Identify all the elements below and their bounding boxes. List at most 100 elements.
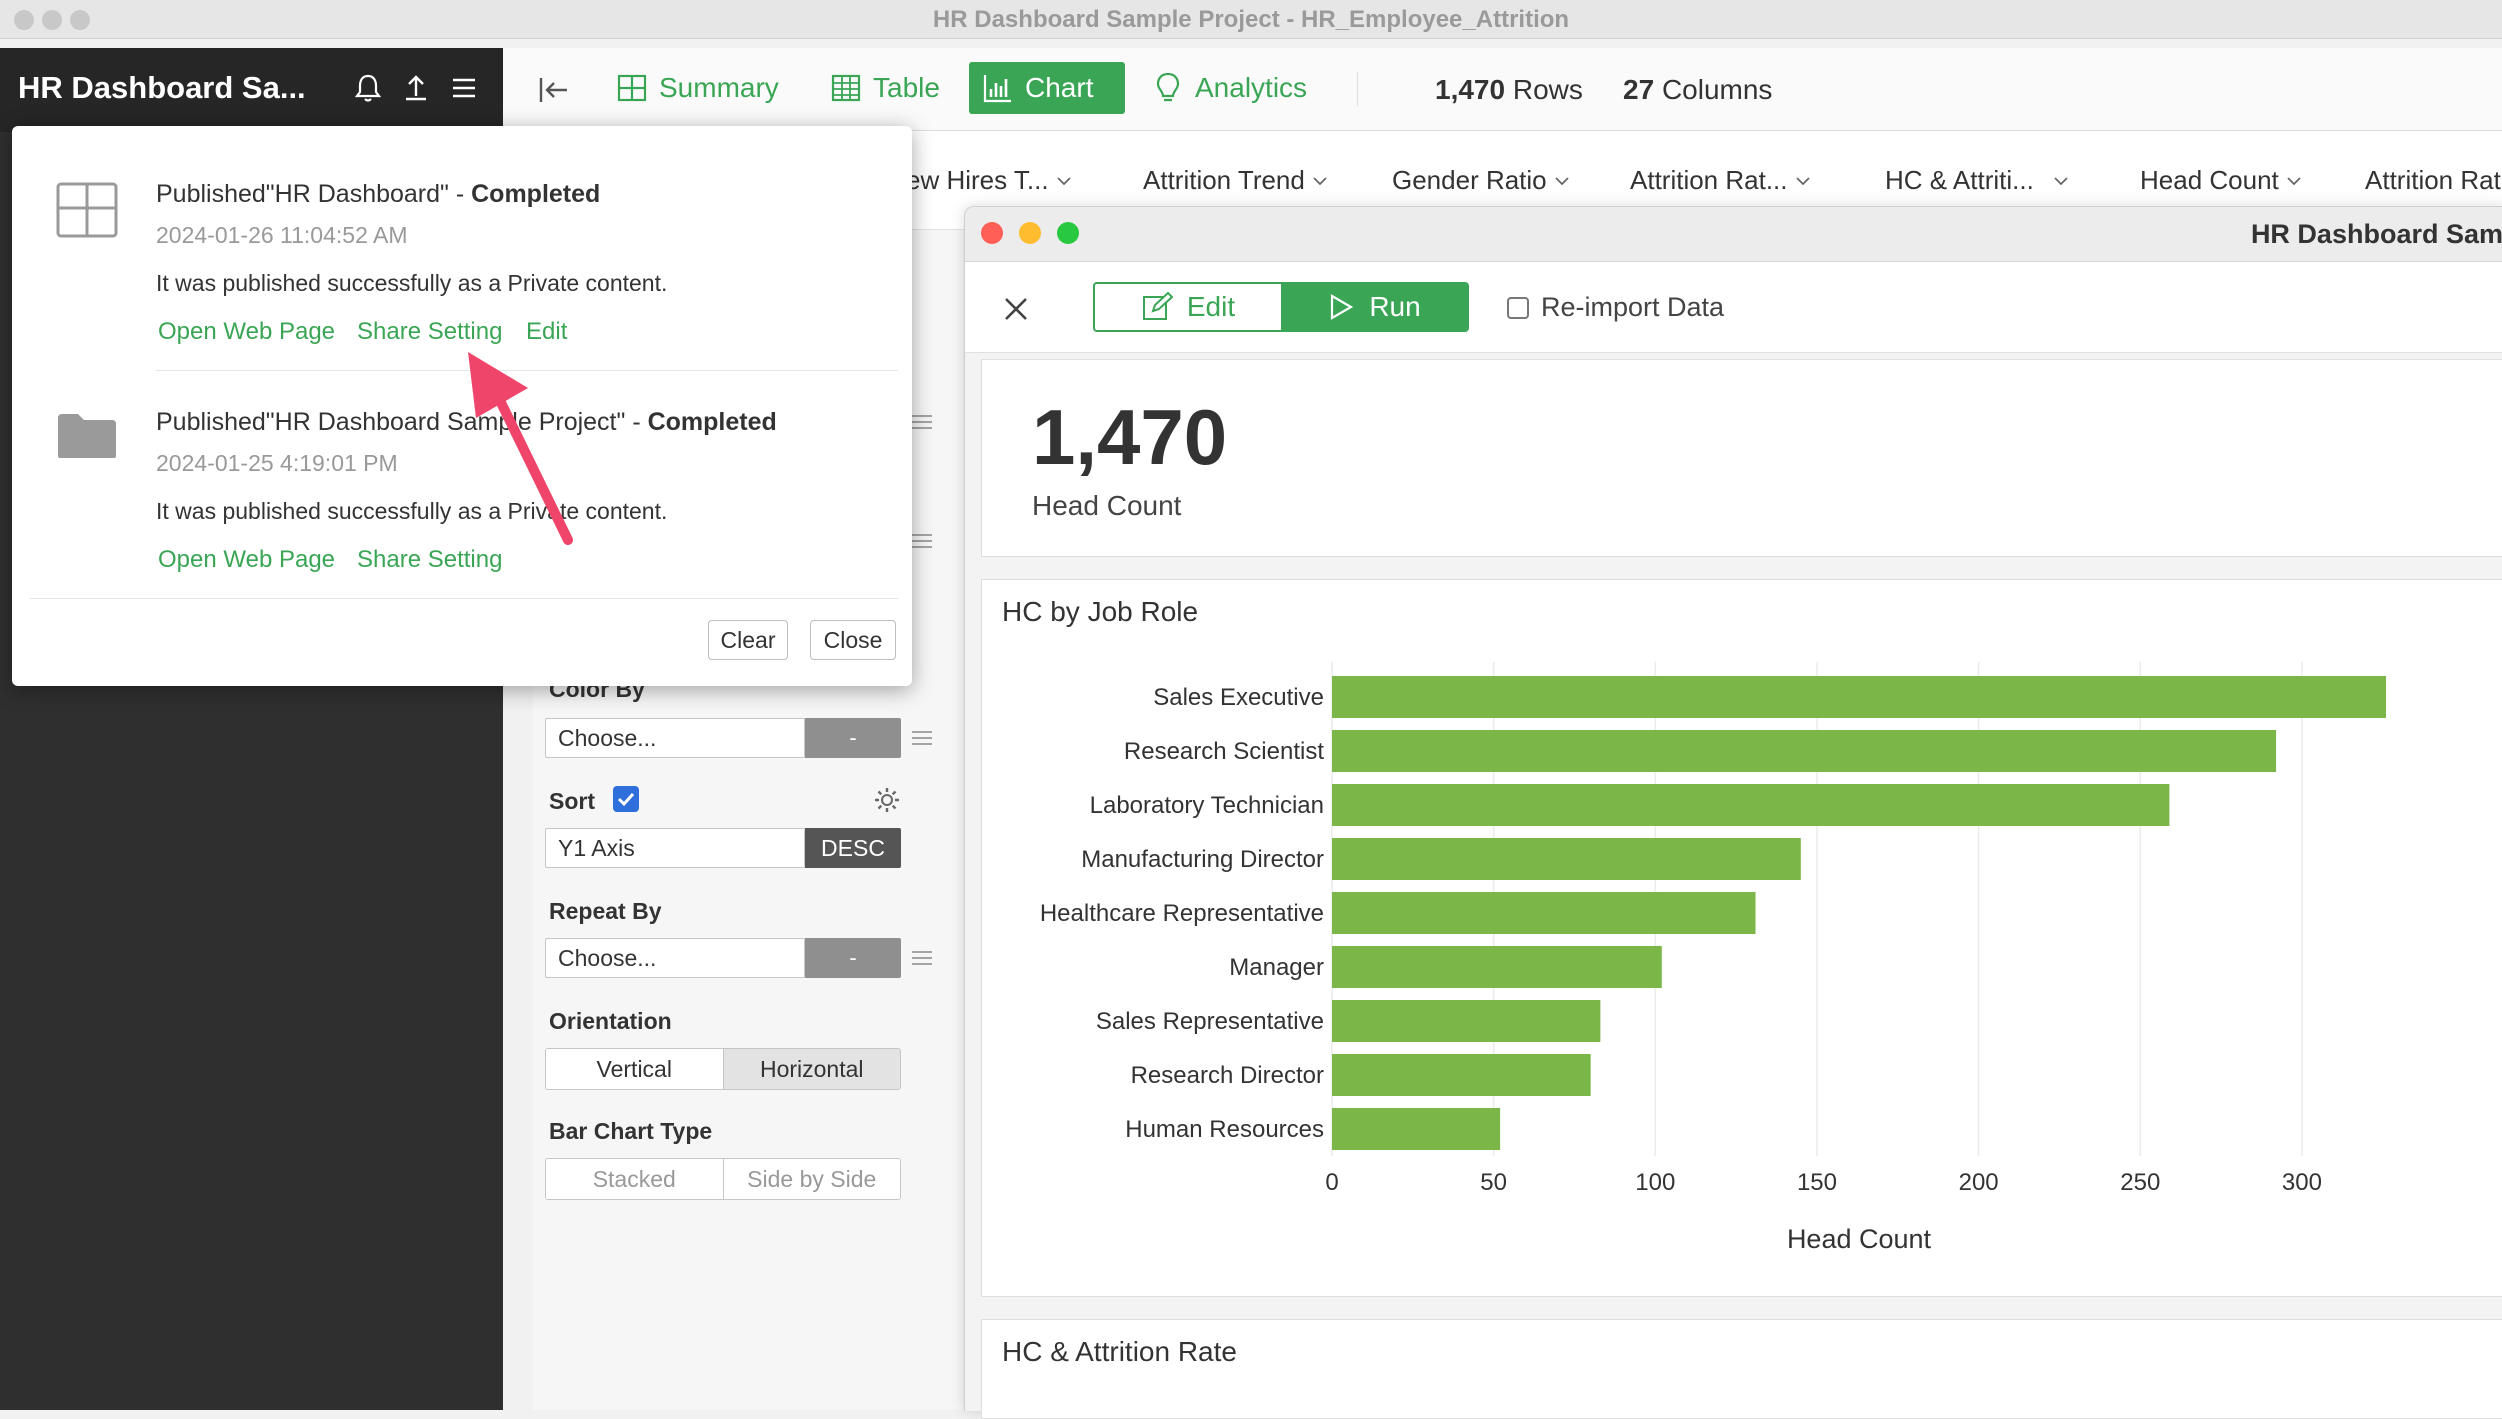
open-web-page-link[interactable]: Open Web Page <box>158 318 336 345</box>
sort-by-select[interactable]: Y1 Axis <box>545 828 805 868</box>
y-category-label: Sales Representative <box>1096 1008 1324 1035</box>
drag-handle-icon[interactable] <box>911 532 933 550</box>
chevron-down-icon <box>1555 176 1569 185</box>
notification-message: It was published successfully as a Priva… <box>156 270 668 296</box>
kpi-label: Head Count <box>1032 490 1182 521</box>
close-window-button[interactable] <box>981 222 1003 244</box>
dashboard-title-bar: HR Dashboard Sam <box>965 207 2502 262</box>
orientation-vertical-button[interactable]: Vertical <box>546 1049 723 1089</box>
zoom-window-button[interactable] <box>1057 222 1079 244</box>
edit-button[interactable]: Edit <box>1095 284 1281 330</box>
x-tick-label: 50 <box>1480 1169 1507 1196</box>
chevron-down-icon <box>1056 176 1071 185</box>
gear-icon[interactable] <box>873 786 901 814</box>
menu-icon[interactable] <box>446 70 482 106</box>
y-category-label: Laboratory Technician <box>1090 792 1324 819</box>
annotation-arrow-icon <box>468 352 573 545</box>
x-tick-label: 250 <box>2120 1169 2160 1196</box>
repeat-by-options-button[interactable]: - <box>805 938 901 978</box>
chart-tab[interactable]: Gender Ratio <box>1392 165 1571 196</box>
divider <box>156 370 898 371</box>
minimize-window-button[interactable] <box>1019 222 1041 244</box>
drag-handle-icon[interactable] <box>911 949 933 967</box>
checkmark-icon <box>617 792 635 807</box>
x-tick-label: 300 <box>2282 1169 2322 1196</box>
chevron-down-icon <box>1313 176 1327 185</box>
bar-chart-icon <box>983 75 1011 103</box>
hc-attrition-card: HC & Attrition Rate <box>981 1319 2502 1419</box>
sort-order-button[interactable]: DESC <box>805 828 901 868</box>
x-tick-label: 100 <box>1635 1169 1675 1196</box>
reimport-checkbox-box[interactable] <box>1507 296 1529 319</box>
sidebar-header: HR Dashboard Sa... <box>0 48 503 132</box>
run-button[interactable]: Run <box>1281 284 1467 330</box>
run-button-label: Run <box>1369 291 1421 322</box>
toolbar-divider <box>1357 72 1358 106</box>
chart-tab[interactable]: Attrition Rat... <box>1630 165 1812 196</box>
share-setting-link[interactable]: Share Setting <box>357 546 503 573</box>
chart-tab[interactable]: ew Hires T... <box>906 165 1073 196</box>
tab-summary-label: Summary <box>659 72 779 103</box>
orientation-toggle: Vertical Horizontal <box>545 1048 901 1090</box>
tab-table-label: Table <box>873 72 940 103</box>
minimize-window-button[interactable] <box>42 10 62 30</box>
x-tick-label: 150 <box>1797 1169 1837 1196</box>
bar <box>1332 1054 1591 1096</box>
close-window-button[interactable] <box>14 10 34 30</box>
notifications-popup: Published"HR Dashboard" - Completed 2024… <box>12 126 912 686</box>
zoom-window-button[interactable] <box>70 10 90 30</box>
chart-tab[interactable]: Head Count <box>2140 165 2303 196</box>
orientation-horizontal-button[interactable]: Horizontal <box>722 1049 900 1089</box>
sort-label: Sort <box>549 788 595 814</box>
repeat-by-label: Repeat By <box>549 898 662 924</box>
bell-icon[interactable] <box>350 70 386 106</box>
bar-type-side-by-side-button[interactable]: Side by Side <box>722 1159 900 1199</box>
x-tick-label: 0 <box>1325 1169 1338 1196</box>
chart-tab[interactable]: Attrition Rat <box>2365 165 2501 195</box>
open-web-page-link[interactable]: Open Web Page <box>158 546 336 573</box>
sort-checkbox[interactable] <box>613 786 639 812</box>
bar-chart-card: HC by Job Role 0 50 100 150 200 250 300 Sales E… <box>981 579 2502 1297</box>
tab-table[interactable]: Table <box>817 62 952 114</box>
folder-icon <box>58 414 116 458</box>
reimport-data-checkbox[interactable]: Re-import Data <box>1507 292 1724 323</box>
tab-chart-label: Chart <box>1025 72 1094 103</box>
chart-tab[interactable]: Attrition Trend <box>1143 165 1329 196</box>
share-setting-link[interactable]: Share Setting <box>357 318 503 345</box>
bar <box>1332 730 2277 772</box>
clear-button[interactable]: Clear <box>708 620 788 660</box>
upload-icon[interactable] <box>398 70 434 106</box>
tab-chart[interactable]: Chart <box>969 62 1125 114</box>
kpi-value: 1,470 <box>1032 393 1228 481</box>
bar <box>1332 1000 1601 1042</box>
main-toolbar: Summary Table Chart Analytics 1,470 Rows… <box>503 48 2502 131</box>
chart-title: HC by Job Role <box>1002 596 1199 627</box>
bar-type-stacked-button[interactable]: Stacked <box>546 1159 723 1199</box>
bar <box>1332 1108 1501 1150</box>
tab-analytics[interactable]: Analytics <box>1139 62 1319 114</box>
chevron-down-icon <box>1795 176 1810 185</box>
notification-message: It was published successfully as a Priva… <box>156 498 668 524</box>
collapse-sidebar-icon[interactable] <box>535 72 571 108</box>
bar-chart-type-toggle: Stacked Side by Side <box>545 1158 901 1200</box>
project-name[interactable]: HR Dashboard Sa... <box>18 70 306 105</box>
chart-tab[interactable]: HC & Attriti... <box>1885 165 2070 196</box>
tab-summary[interactable]: Summary <box>603 62 791 114</box>
tab-analytics-label: Analytics <box>1195 72 1308 103</box>
window-title-bar: HR Dashboard Sample Project - HR_Employe… <box>0 0 2502 39</box>
drag-handle-icon[interactable] <box>911 413 933 431</box>
notification-title: Published"HR Dashboard" - Completed <box>156 180 601 208</box>
drag-handle-icon[interactable] <box>911 729 933 747</box>
color-by-options-button[interactable]: - <box>805 718 901 758</box>
bar <box>1332 892 1756 934</box>
kpi-card: 1,470 Head Count <box>981 359 2502 557</box>
close-icon[interactable] <box>1003 296 1029 322</box>
row-count: 1,470 Rows <box>1435 74 1583 105</box>
y-category-label: Research Scientist <box>1124 738 1324 765</box>
color-by-select[interactable]: Choose... <box>545 718 805 758</box>
edit-button-label: Edit <box>1186 291 1236 322</box>
edit-link[interactable]: Edit <box>526 318 568 345</box>
close-button[interactable]: Close <box>810 620 896 660</box>
repeat-by-select[interactable]: Choose... <box>545 938 805 978</box>
bar <box>1332 838 1801 880</box>
